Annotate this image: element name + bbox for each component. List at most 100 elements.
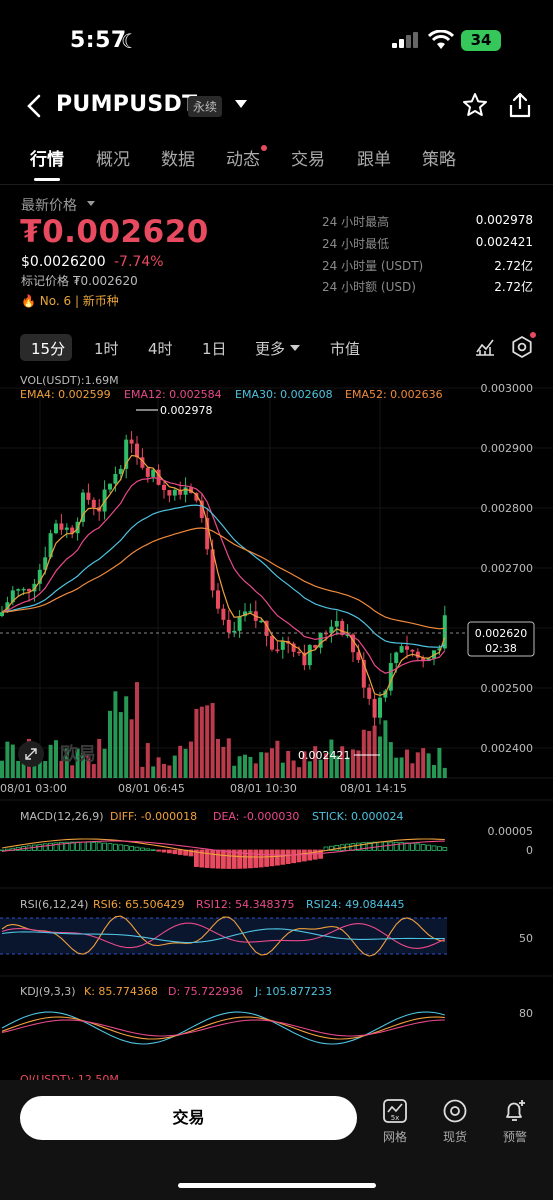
macd-bar — [150, 849, 156, 851]
macd-bar — [431, 845, 437, 851]
candle-body — [318, 632, 323, 648]
tab-copy-trading[interactable]: 跟单 — [357, 150, 391, 170]
interval-4h[interactable]: 4时 — [148, 340, 173, 358]
spot-label: 现货 — [442, 1130, 467, 1144]
kline-chart[interactable]: VOL(USDT):1.69M EMA4: 0.002599 EMA12: 0.… — [0, 370, 553, 1090]
macd-bar — [102, 842, 107, 851]
macd-tick: 0.00005 — [488, 825, 534, 838]
active-interval-bg — [20, 334, 72, 361]
candle-body — [297, 651, 301, 654]
candle-body — [108, 483, 112, 490]
caret-down-icon[interactable] — [290, 345, 300, 351]
macd-bar — [269, 849, 275, 867]
macd-bar — [161, 849, 167, 853]
pair-title[interactable]: PUMPUSDT — [56, 92, 198, 117]
stat-label: 24 小时额 (USD) — [322, 280, 416, 294]
notification-dot — [261, 145, 267, 151]
ema-line — [1, 454, 446, 697]
stat-value: 2.72亿 — [494, 280, 533, 294]
macd-bar — [420, 844, 426, 851]
interval-15m[interactable]: 15分 — [31, 340, 66, 358]
grid-bot-button[interactable]: 5x 网格 — [370, 1098, 420, 1145]
volume-bar — [140, 766, 145, 778]
settings-icon[interactable] — [511, 336, 533, 358]
volume-bar — [410, 763, 415, 778]
macd-title: MACD(12,26,9) — [20, 810, 104, 823]
volume-bar — [313, 746, 318, 778]
share-icon[interactable] — [508, 92, 532, 118]
interval-1h[interactable]: 1时 — [94, 340, 119, 358]
back-chevron-icon[interactable] — [24, 92, 46, 120]
candle-body — [367, 687, 372, 699]
fullscreen-icon[interactable] — [25, 748, 37, 760]
interval-more[interactable]: 更多 — [255, 340, 286, 358]
candle-body — [43, 557, 48, 570]
macd-bar — [48, 842, 53, 851]
moon-icon: ☾ — [121, 29, 139, 53]
candle-body — [259, 620, 264, 623]
macd-bar — [134, 846, 140, 851]
macd-dea-line — [1, 840, 445, 856]
battery-icon: 34 — [461, 30, 501, 51]
volume-bar — [351, 749, 355, 778]
change-percent: -7.74% — [114, 254, 164, 270]
volume-bar — [275, 740, 280, 778]
volume-bar — [388, 742, 393, 778]
ema30-label: EMA30: 0.002608 — [235, 388, 333, 401]
candle-body — [70, 527, 75, 534]
macd-bar — [372, 841, 378, 851]
macd-bar — [193, 849, 199, 867]
macd-bar — [415, 843, 421, 851]
volume-bar — [426, 753, 431, 778]
volume-bar — [291, 760, 296, 778]
spot-button[interactable]: 现货 — [430, 1098, 480, 1145]
tab-data[interactable]: 数据 — [161, 150, 195, 170]
volume-bar — [81, 753, 85, 778]
volume-bar — [59, 760, 64, 778]
macd-bar — [280, 849, 286, 865]
volume-bar — [264, 752, 269, 778]
volume-bar — [248, 756, 253, 778]
stat-value: 0.002978 — [475, 213, 533, 227]
macd-diff-line — [1, 838, 445, 858]
market-cap-tab[interactable]: 市值 — [330, 340, 361, 358]
tab-overview[interactable]: 概况 — [96, 150, 130, 170]
volume-bar — [178, 745, 183, 778]
volume-bar — [21, 753, 26, 778]
trade-button[interactable]: 交易 — [20, 1096, 357, 1140]
wifi-icon — [428, 30, 454, 49]
macd-bar — [64, 841, 70, 851]
alert-button[interactable]: 预警 — [490, 1098, 540, 1145]
interval-1d[interactable]: 1日 — [202, 340, 227, 358]
candle-body — [140, 457, 145, 468]
volume-bar — [286, 750, 291, 778]
macd-bar — [388, 841, 394, 851]
rsi12-value: RSI12: 54.348375 — [196, 898, 295, 911]
mark-price: 标记价格 ₮0.002620 — [21, 274, 138, 288]
candle-body — [291, 643, 296, 652]
tab-feed[interactable]: 动态 — [226, 150, 260, 170]
low-annotation: 0.002421 — [298, 749, 351, 762]
volume-bar — [442, 767, 447, 778]
volume-bar — [48, 744, 53, 778]
tab-trade[interactable]: 交易 — [291, 150, 325, 170]
latest-price-label[interactable]: 最新价格 — [21, 198, 77, 214]
macd-bar — [318, 849, 324, 859]
perpetual-badge: 永续 — [188, 96, 223, 117]
ema12-label: EMA12: 0.002584 — [124, 388, 222, 401]
tab-market[interactable]: 行情 — [30, 150, 64, 170]
favorite-star-icon[interactable] — [462, 92, 488, 118]
volume-bar — [113, 691, 118, 778]
caret-down-icon[interactable] — [87, 201, 95, 206]
y-tick-label: 0.002400 — [481, 742, 534, 755]
macd-bar — [86, 841, 91, 851]
tab-strategy[interactable]: 策略 — [422, 150, 456, 170]
indicator-icon[interactable] — [475, 338, 495, 356]
candle-body — [216, 590, 220, 609]
macd-bar — [328, 845, 334, 851]
status-time: 5:57 — [70, 28, 127, 53]
x-tick-label: 08/01 06:45 — [118, 782, 185, 795]
rank-badge[interactable]: 🔥 No. 6 | 新币种 — [21, 294, 119, 308]
volume-bar — [156, 757, 161, 778]
chevron-down-icon[interactable] — [235, 100, 247, 108]
